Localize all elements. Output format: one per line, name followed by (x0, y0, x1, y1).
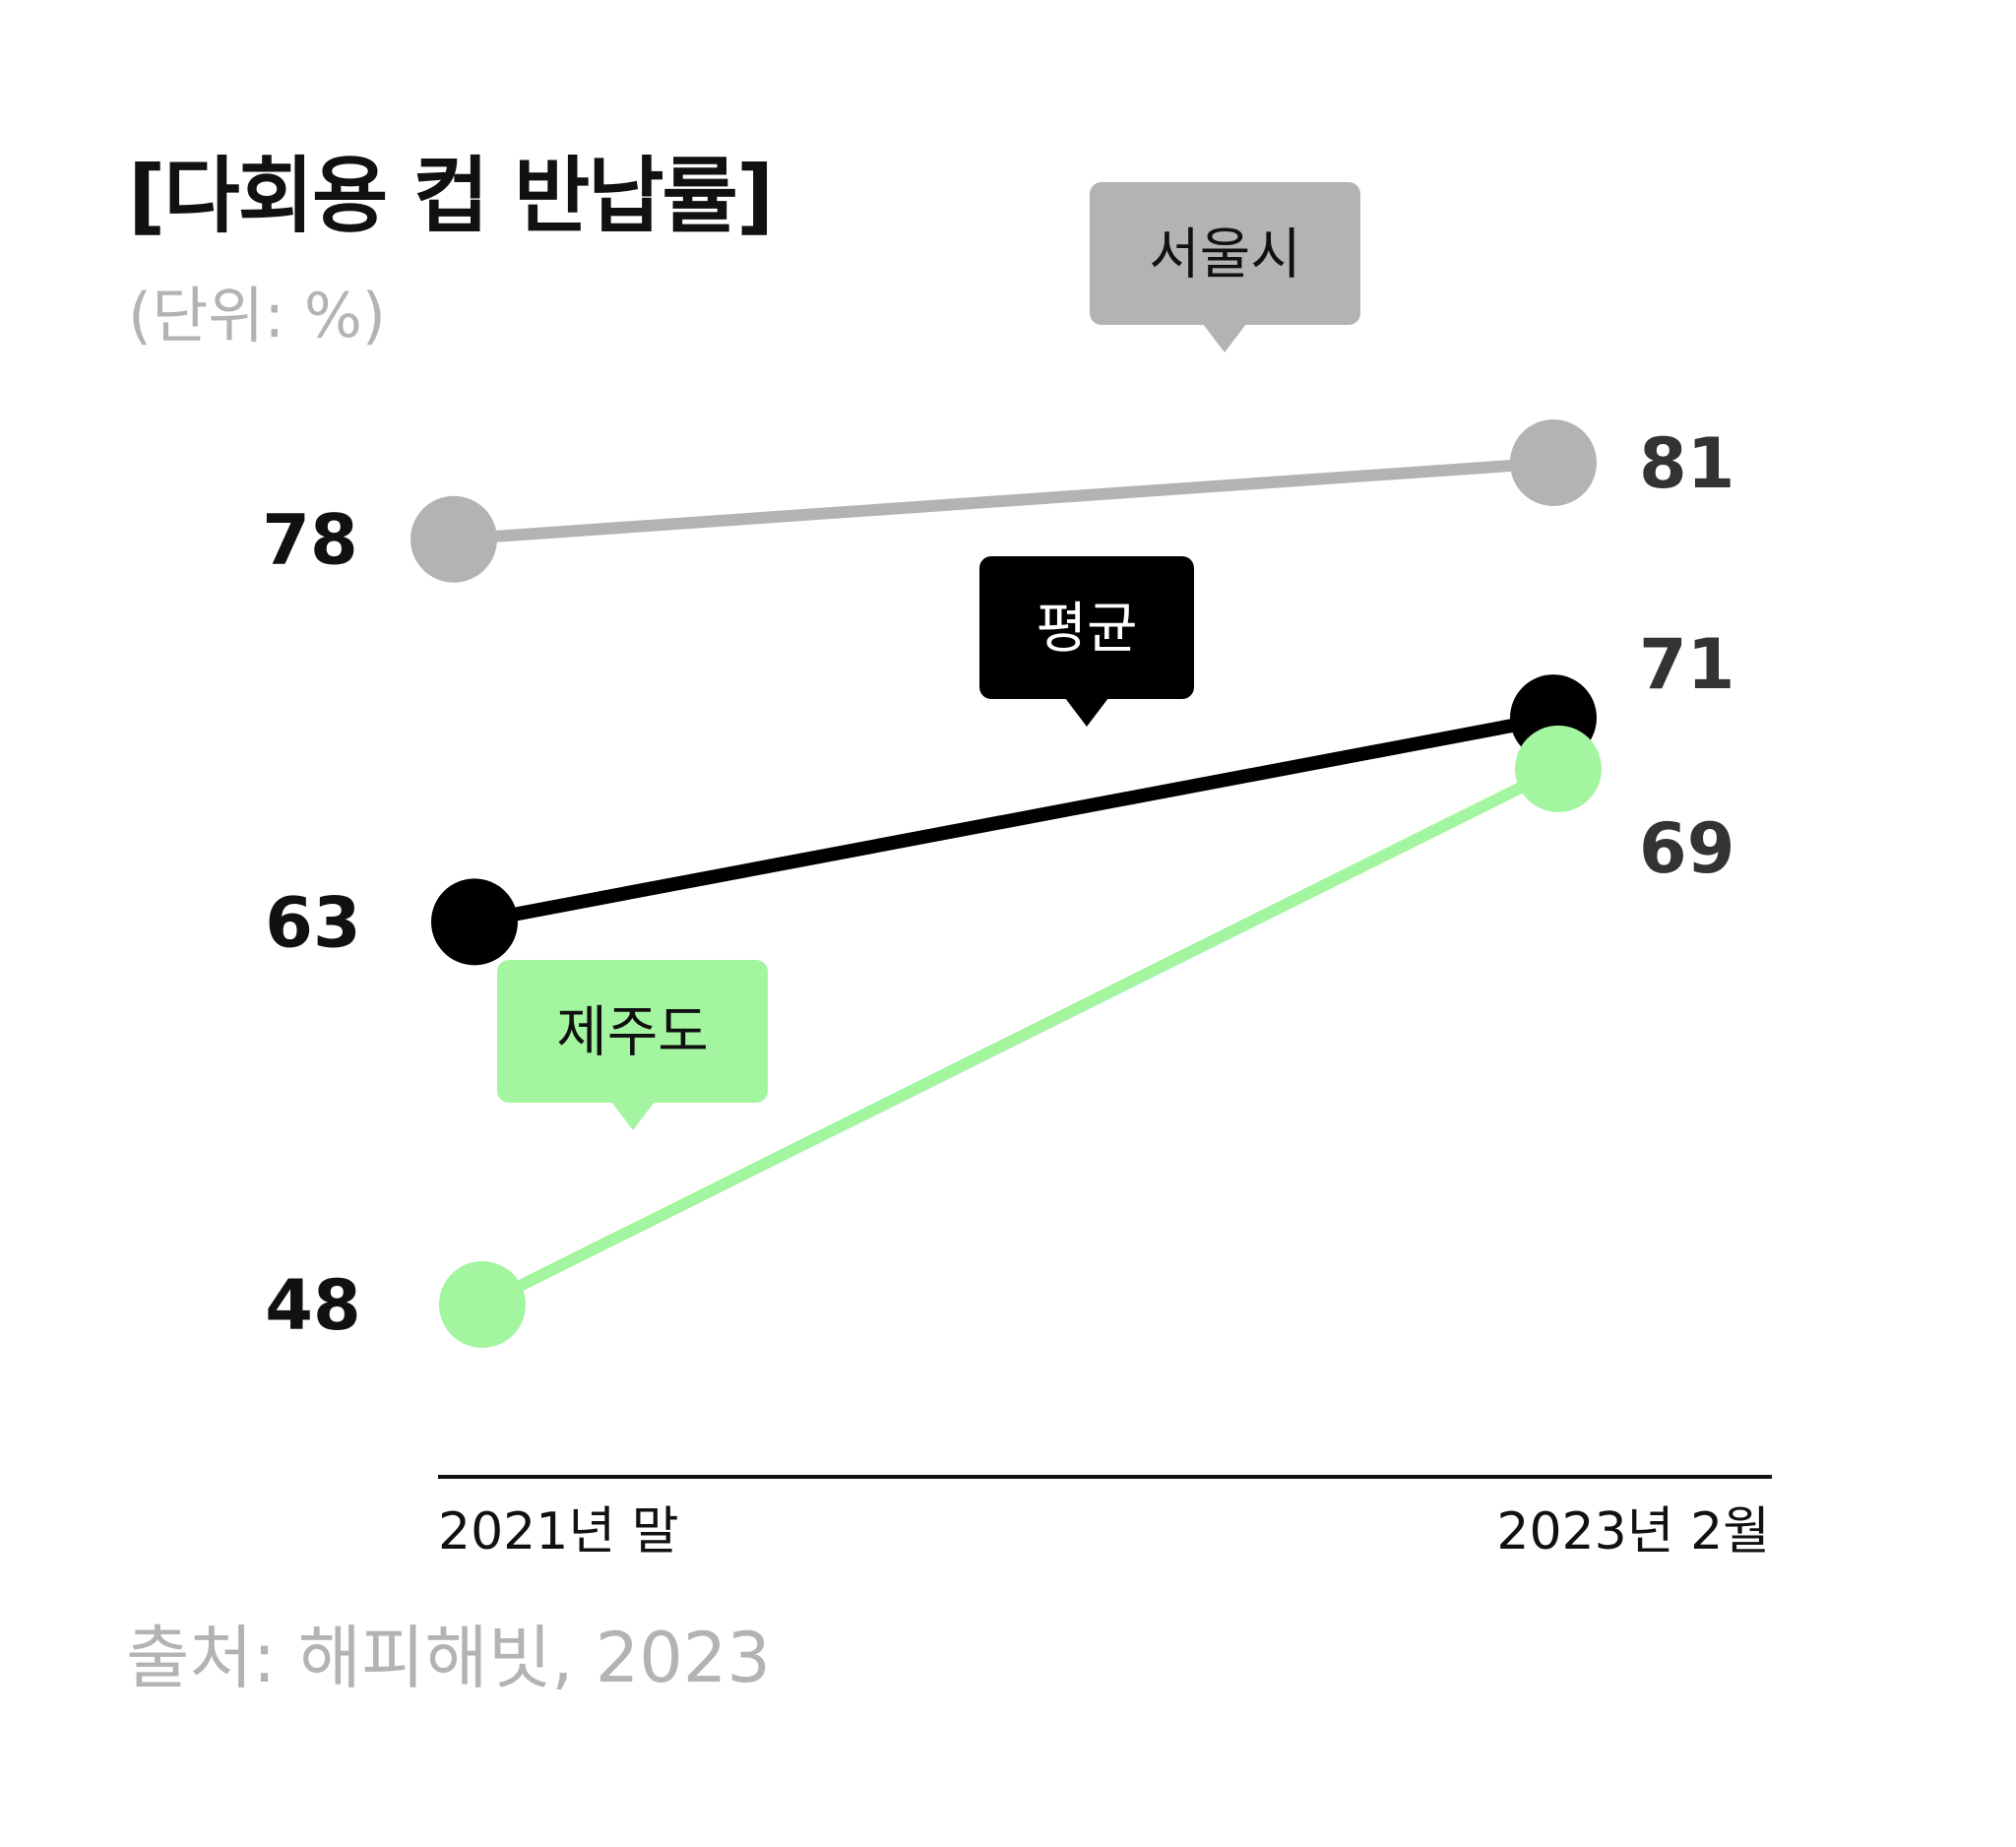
value-label-average-end: 71 (1639, 624, 1734, 705)
callout-pointer-seoul (1203, 324, 1246, 352)
series-line-jeju (476, 762, 1564, 1310)
chart-title: [다회용 컵 반납률] (128, 148, 774, 244)
callout-pointer-average (1065, 698, 1108, 727)
series-lines (448, 457, 1564, 1310)
callout-jeju: 제주도 (497, 960, 768, 1130)
point-seoul-1 (1510, 419, 1597, 506)
series-name-seoul: 서울시 (1149, 223, 1301, 287)
series-line-average (468, 711, 1560, 929)
value-label-seoul-start: 78 (262, 500, 357, 581)
source-note: 출처: 해피해빗, 2023 (126, 1618, 771, 1698)
unit-label: (단위: %) (128, 280, 386, 351)
callout-box-jeju (497, 960, 768, 1103)
series-line-seoul (448, 457, 1559, 545)
x-tick-label-0: 2021년 말 (438, 1502, 679, 1561)
x-tick-label-1: 2023년 2월 (1496, 1502, 1770, 1561)
point-jeju-0 (439, 1261, 526, 1348)
value-label-jeju-end: 69 (1639, 808, 1734, 889)
value-label-seoul-end: 81 (1639, 423, 1734, 504)
series-markers (410, 419, 1602, 1348)
series-name-average: 평균 (1036, 598, 1137, 662)
callout-box-average (979, 556, 1194, 699)
callout-box-seoul (1090, 182, 1360, 325)
series-name-jeju: 제주도 (556, 1001, 709, 1065)
value-labels: 78 81 63 71 48 69 (262, 423, 1734, 1346)
value-label-average-start: 63 (265, 882, 360, 963)
point-seoul-0 (410, 495, 497, 583)
callout-pointer-jeju (611, 1102, 655, 1130)
callout-seoul: 서울시 (1090, 182, 1360, 352)
point-jeju-1 (1515, 725, 1602, 812)
callout-average: 평균 (979, 556, 1194, 727)
point-average-0 (431, 878, 518, 966)
value-label-jeju-start: 48 (265, 1265, 360, 1346)
